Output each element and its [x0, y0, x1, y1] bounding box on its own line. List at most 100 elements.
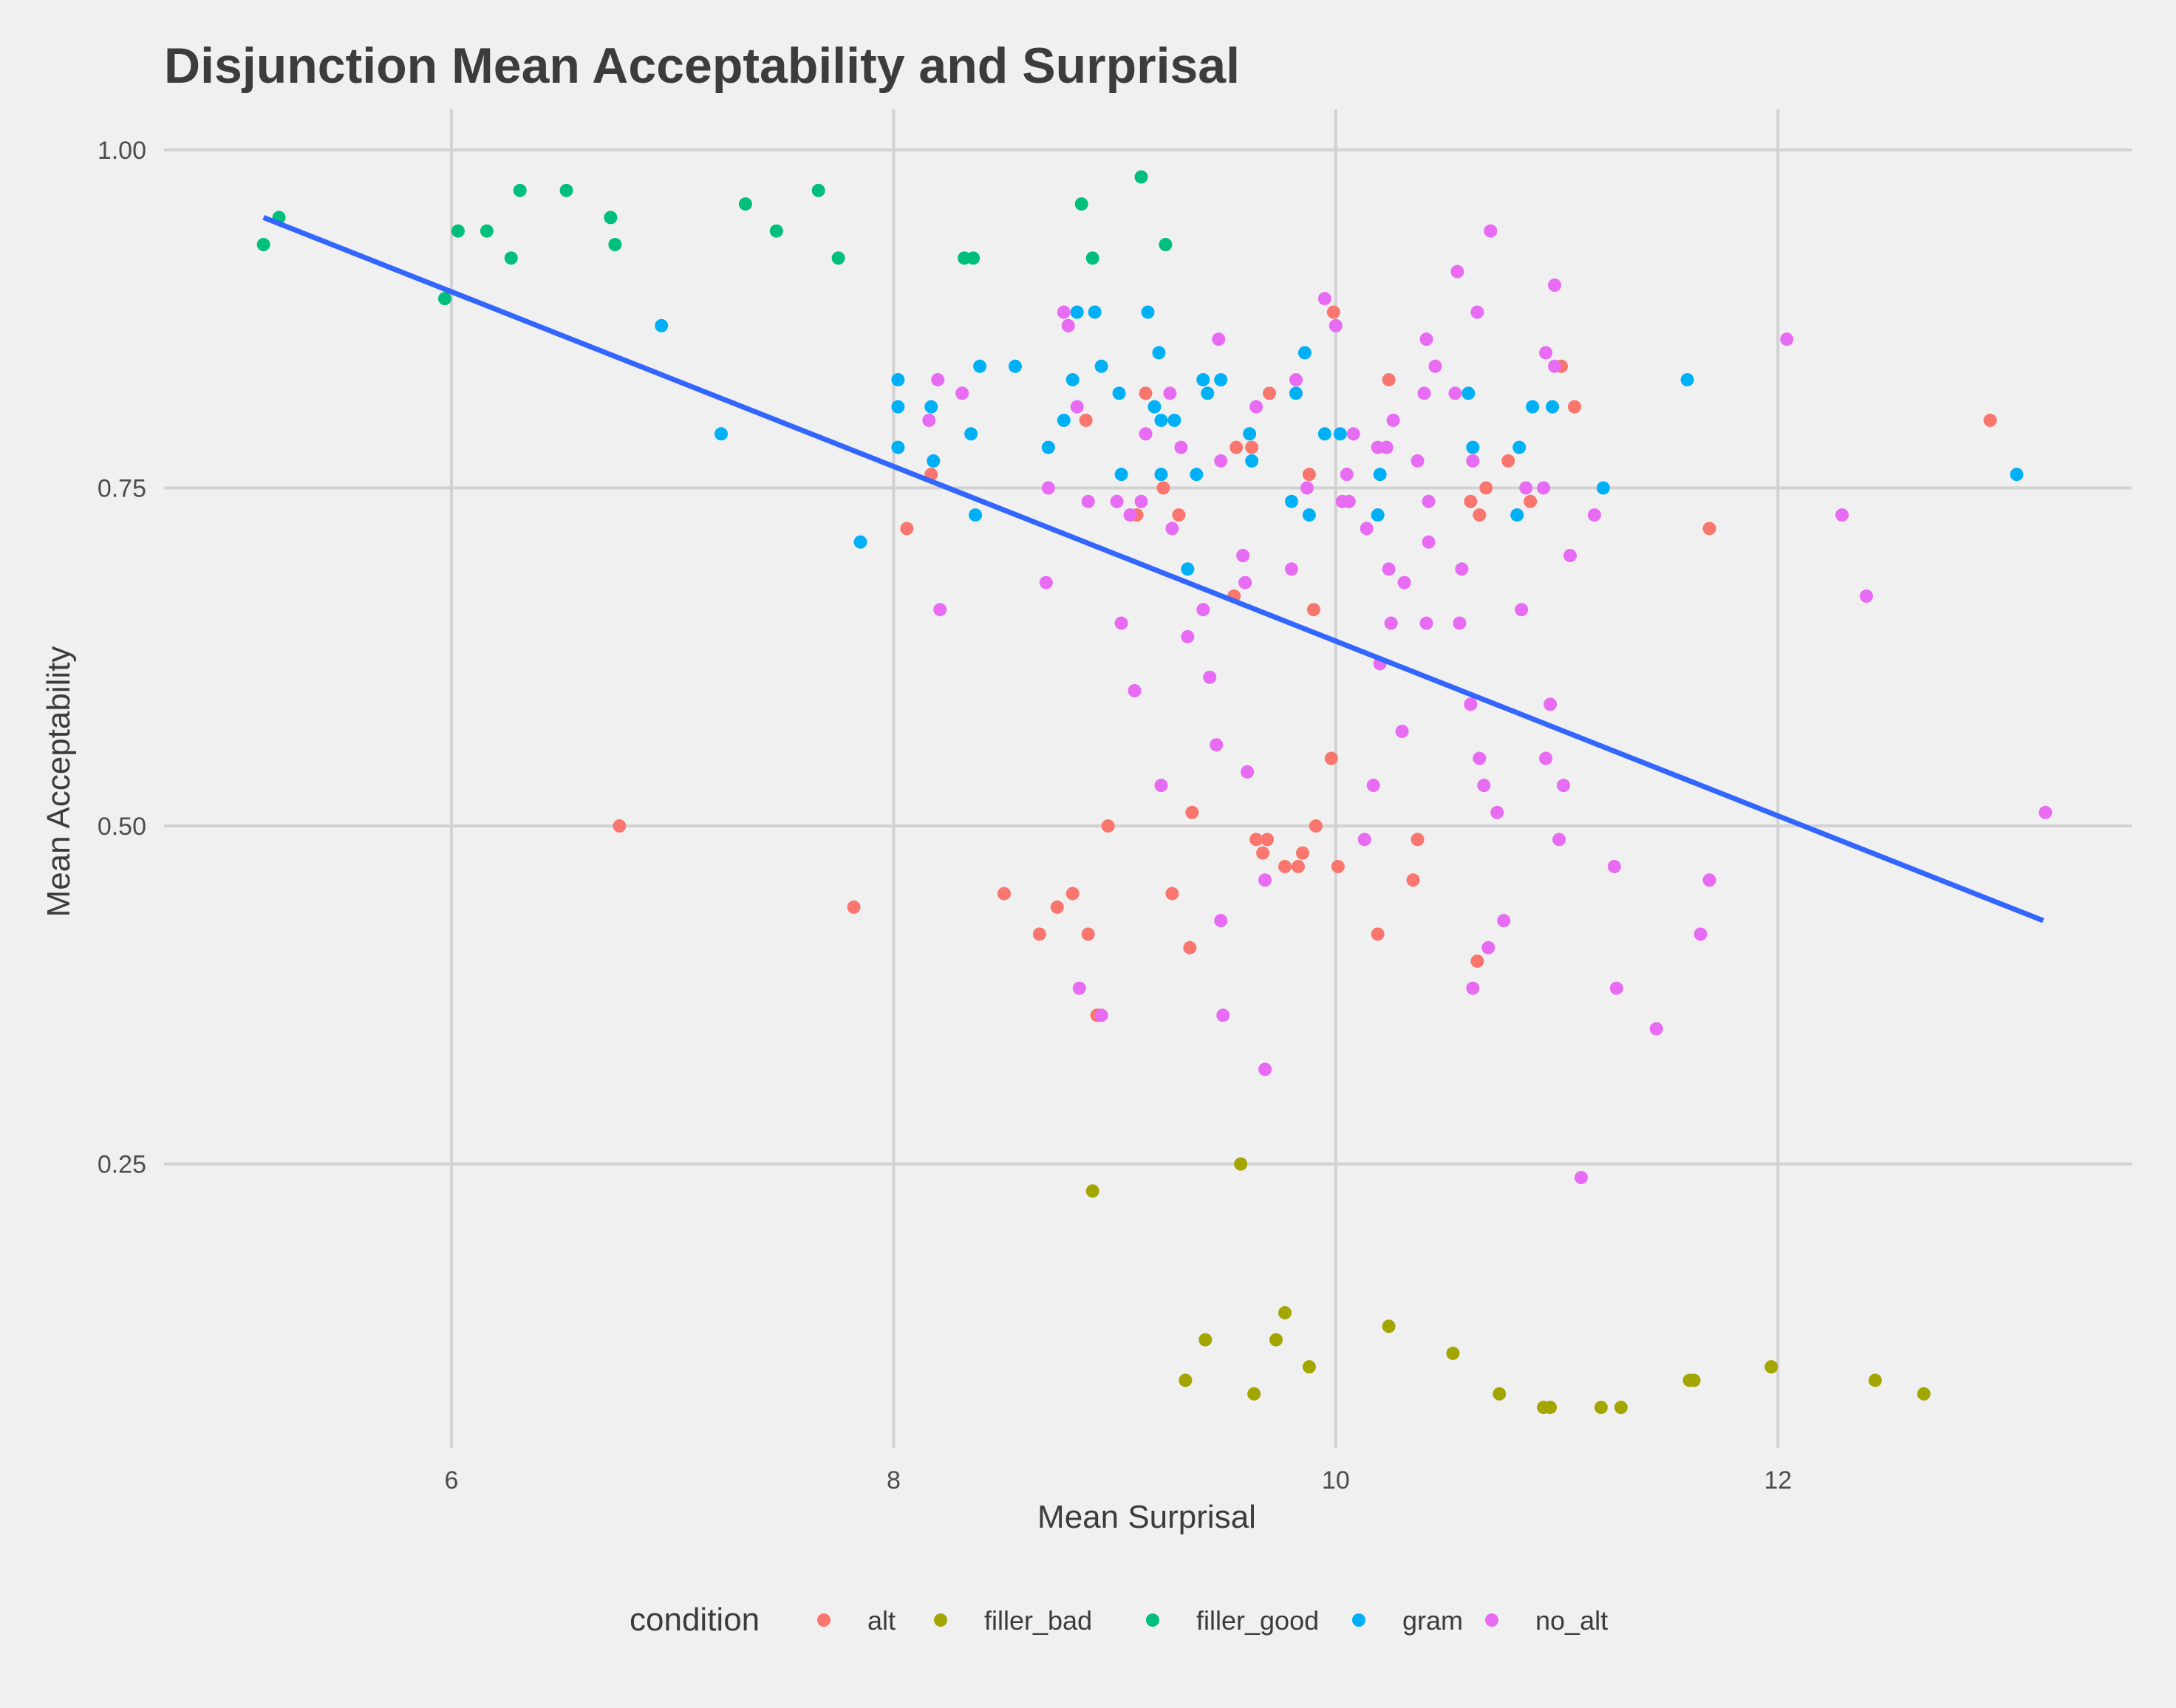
- data-point: [1061, 318, 1075, 332]
- data-point: [559, 183, 573, 197]
- data-point: [1462, 386, 1476, 400]
- data-point: [1357, 833, 1371, 847]
- data-point: [1983, 413, 1997, 427]
- data-point: [1245, 440, 1259, 454]
- data-point: [1139, 386, 1153, 400]
- data-point: [1306, 603, 1320, 617]
- x-tick-label: 8: [887, 1466, 901, 1494]
- data-point: [1309, 819, 1323, 833]
- data-point: [1154, 413, 1168, 427]
- data-point: [451, 224, 465, 238]
- data-point: [1167, 413, 1181, 427]
- data-point: [1548, 278, 1562, 292]
- data-point: [1397, 575, 1411, 590]
- data-point: [1587, 508, 1601, 522]
- data-point: [1366, 779, 1380, 793]
- data-point: [1868, 1373, 1882, 1387]
- data-point: [1289, 373, 1303, 387]
- data-point: [964, 427, 978, 441]
- data-point: [1473, 751, 1487, 765]
- legend-label: alt: [867, 1605, 896, 1636]
- data-point: [1302, 508, 1316, 522]
- data-point: [1216, 1008, 1230, 1022]
- y-axis-title: Mean Acceptability: [41, 646, 77, 918]
- data-point: [1074, 197, 1088, 211]
- data-point: [1484, 224, 1498, 238]
- data-point: [1342, 494, 1356, 508]
- data-point: [1680, 373, 1694, 387]
- data-point: [997, 887, 1012, 901]
- fit-line-layer: [262, 215, 2044, 923]
- data-point: [1256, 846, 1270, 860]
- data-point: [256, 238, 270, 252]
- data-point: [1081, 927, 1095, 941]
- data-point: [1159, 238, 1173, 252]
- data-point: [604, 211, 618, 225]
- data-point: [900, 522, 914, 536]
- data-point: [1419, 332, 1433, 346]
- data-point: [1094, 1008, 1108, 1022]
- data-point: [1477, 779, 1491, 793]
- data-point: [1470, 305, 1484, 319]
- data-point: [1519, 481, 1533, 495]
- data-point: [2010, 468, 2024, 482]
- data-point: [1557, 779, 1571, 793]
- data-point: [1411, 454, 1425, 468]
- x-tick-label: 12: [1764, 1466, 1792, 1494]
- legend-label: no_alt: [1535, 1605, 1608, 1636]
- data-point: [1174, 440, 1188, 454]
- data-point: [1524, 494, 1538, 508]
- data-point: [1455, 562, 1469, 576]
- data-point: [513, 183, 527, 197]
- data-point: [1154, 468, 1168, 482]
- data-point: [1128, 684, 1142, 698]
- data-point: [1333, 427, 1347, 441]
- data-point: [1041, 440, 1055, 454]
- data-point: [1419, 616, 1433, 630]
- data-point: [955, 386, 969, 400]
- legend-key: [1352, 1613, 1365, 1627]
- data-point: [969, 508, 983, 522]
- data-point: [1371, 927, 1385, 941]
- data-point: [1214, 914, 1228, 928]
- data-point: [1382, 562, 1396, 576]
- data-point: [1384, 616, 1398, 630]
- legend-label: gram: [1402, 1605, 1463, 1636]
- legend-key: [817, 1613, 831, 1627]
- data-point: [1258, 1062, 1272, 1076]
- data-point: [1229, 440, 1244, 454]
- data-point: [1141, 305, 1155, 319]
- y-tick-label: 0.75: [98, 474, 146, 502]
- data-point: [1417, 386, 1431, 400]
- data-point: [1607, 859, 1621, 873]
- data-point: [1453, 616, 1467, 630]
- data-point: [1411, 833, 1425, 847]
- data-point: [1346, 427, 1360, 441]
- data-point: [504, 251, 518, 265]
- data-point: [1070, 400, 1084, 414]
- data-point: [1249, 400, 1263, 414]
- data-point: [2039, 805, 2053, 819]
- data-point: [1154, 779, 1168, 793]
- data-point: [1526, 400, 1540, 414]
- data-point: [1236, 549, 1250, 562]
- data-point: [1198, 1333, 1213, 1347]
- data-point: [927, 454, 941, 468]
- data-point: [714, 427, 729, 441]
- data-point: [1422, 535, 1436, 549]
- data-point: [1702, 873, 1716, 887]
- data-point: [1050, 900, 1064, 914]
- data-point: [1289, 386, 1303, 400]
- y-tick-label: 1.00: [98, 137, 146, 165]
- data-point: [1147, 400, 1162, 414]
- data-point: [1278, 859, 1292, 873]
- data-point: [1181, 562, 1195, 576]
- legend-key: [934, 1613, 947, 1627]
- data-point: [1190, 468, 1204, 482]
- data-point: [1326, 305, 1340, 319]
- data-point: [1094, 359, 1108, 373]
- data-point: [1269, 1333, 1283, 1347]
- data-point: [1497, 914, 1511, 928]
- data-point: [1114, 468, 1128, 482]
- data-point: [1422, 494, 1436, 508]
